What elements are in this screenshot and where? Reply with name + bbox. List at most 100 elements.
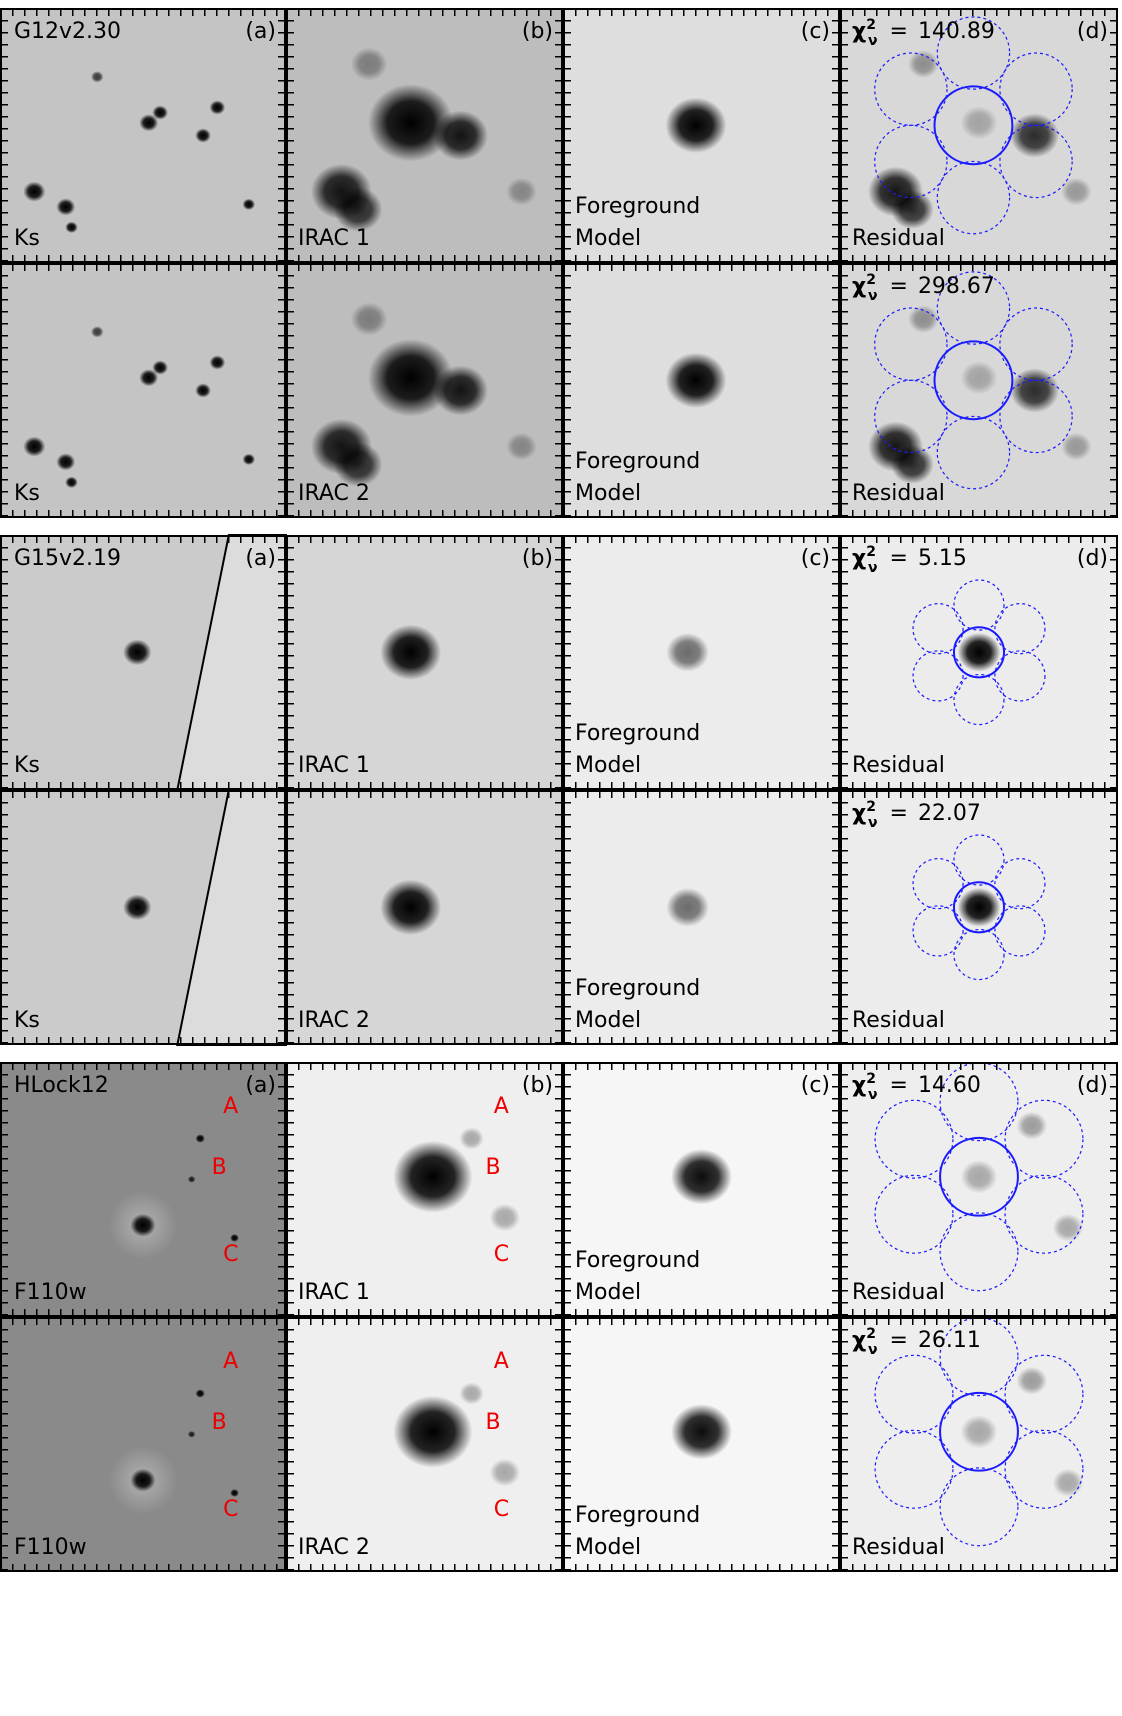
chi-relation: =: [890, 546, 908, 571]
aperture: [933, 85, 1014, 166]
source-letter: A: [223, 1349, 238, 1374]
source-blob: [333, 187, 383, 232]
background-aperture: [874, 124, 948, 199]
panel-frame: [0, 790, 286, 1045]
panel-frame: [840, 263, 1118, 518]
chi2-value: 298.67: [918, 274, 995, 299]
source-blob: [195, 383, 211, 398]
background-aperture: [936, 160, 1011, 235]
source-blob: [960, 361, 998, 395]
aperture: [952, 626, 1006, 679]
panel-letter: (a): [245, 19, 276, 44]
panel-letter: (c): [801, 546, 830, 571]
background-aperture: [953, 673, 1005, 726]
source-blob: [230, 1488, 239, 1497]
panel-frame: [286, 1062, 563, 1317]
panel: (d) Residual χ2 ν = 140.89: [840, 8, 1118, 263]
chi2-label: χ2 ν = 14.60: [852, 1071, 981, 1103]
panel: Residual χ2 ν = 26.11: [840, 1317, 1118, 1572]
panel: (b) IRAC 1: [286, 8, 563, 263]
source-letter: B: [212, 1410, 227, 1435]
panel: (d) Residual χ2 ν = 14.60: [840, 1062, 1118, 1317]
source-blob: [367, 83, 454, 162]
panel: (a) G12v2.30 Ks: [0, 8, 286, 263]
background-aperture: [912, 603, 964, 655]
chi-relation: =: [890, 801, 908, 826]
source-blob: [459, 1127, 484, 1150]
source-blob: [333, 442, 383, 487]
panel-image: [0, 1062, 286, 1317]
panel: Ks: [0, 263, 286, 518]
source-blob: [957, 632, 1001, 672]
source-blob: [380, 624, 442, 680]
panel-frame: [563, 263, 840, 518]
background-aperture: [939, 1062, 1019, 1142]
model-label: Model: [575, 1008, 641, 1033]
chi-symbol: χ: [852, 274, 866, 299]
panel-frame: [286, 790, 563, 1045]
band-label: F110w: [14, 1280, 87, 1305]
model-label: Foreground: [575, 1248, 700, 1273]
model-label: Foreground: [575, 449, 700, 474]
background-aperture: [936, 271, 1011, 345]
band-label: IRAC 2: [298, 1008, 370, 1033]
panel: (d) Residual χ2 ν = 5.15: [840, 535, 1118, 790]
source-blob: [506, 432, 537, 461]
panel-frame: [563, 790, 840, 1045]
model-label: Model: [575, 226, 641, 251]
background-aperture: [936, 16, 1011, 90]
band-label: IRAC 1: [298, 226, 370, 251]
chi-symbol: χ: [852, 801, 866, 826]
chi-relation: =: [890, 1328, 908, 1353]
panel-letter: (c): [801, 19, 830, 44]
model-label: Model: [575, 1535, 641, 1560]
source-blob: [380, 879, 442, 935]
background-aperture: [994, 905, 1046, 957]
source-blob: [960, 106, 998, 140]
source-blob: [1016, 1111, 1048, 1140]
source-blob: [960, 1160, 998, 1194]
chi-symbol: χ: [852, 19, 866, 44]
source-blob: [666, 632, 709, 672]
background-aperture: [912, 905, 964, 957]
aperture: [939, 1391, 1019, 1472]
panel-letter: (d): [1077, 1073, 1108, 1098]
background-aperture: [994, 650, 1046, 702]
source-blob: [459, 1382, 484, 1405]
source-blob: [195, 128, 211, 143]
chi2-label: χ2 ν = 140.89: [852, 17, 995, 49]
panel-image: [0, 1317, 286, 1572]
source-blob: [139, 114, 159, 132]
source-blob: [152, 105, 169, 120]
background-aperture: [1004, 1099, 1084, 1179]
panel: IRAC 2: [286, 790, 563, 1045]
panel-frame: [563, 535, 840, 790]
chi-superscript: 2: [866, 1071, 876, 1087]
chi2-value: 5.15: [918, 546, 967, 571]
chi-symbol: χ: [852, 1073, 866, 1098]
panel: Residual χ2 ν = 22.07: [840, 790, 1118, 1045]
band-label: Ks: [14, 753, 40, 778]
model-label: Foreground: [575, 1503, 700, 1528]
source-blob: [957, 887, 1001, 927]
band-label: IRAC 1: [298, 1280, 370, 1305]
chi-symbol: χ: [852, 1328, 866, 1353]
source-blob: [665, 97, 727, 153]
source-blob: [671, 1149, 732, 1205]
panel-letter: (d): [1077, 546, 1108, 571]
source-blob: [187, 1175, 196, 1183]
residual-label: Residual: [852, 481, 945, 506]
background-aperture: [1004, 1354, 1084, 1434]
model-label: Model: [575, 753, 641, 778]
background-aperture: [994, 858, 1046, 910]
source-blob: [890, 444, 934, 484]
chi-subscript: ν: [868, 1342, 878, 1358]
background-aperture: [999, 52, 1073, 126]
chi2-label: χ2 ν = 298.67: [852, 272, 995, 304]
panel-letter: (c): [801, 1073, 830, 1098]
band-label: IRAC 2: [298, 1535, 370, 1560]
panel-frame: [286, 8, 563, 263]
source-blob: [65, 476, 78, 489]
background-aperture: [953, 928, 1005, 981]
band-label: Ks: [14, 481, 40, 506]
